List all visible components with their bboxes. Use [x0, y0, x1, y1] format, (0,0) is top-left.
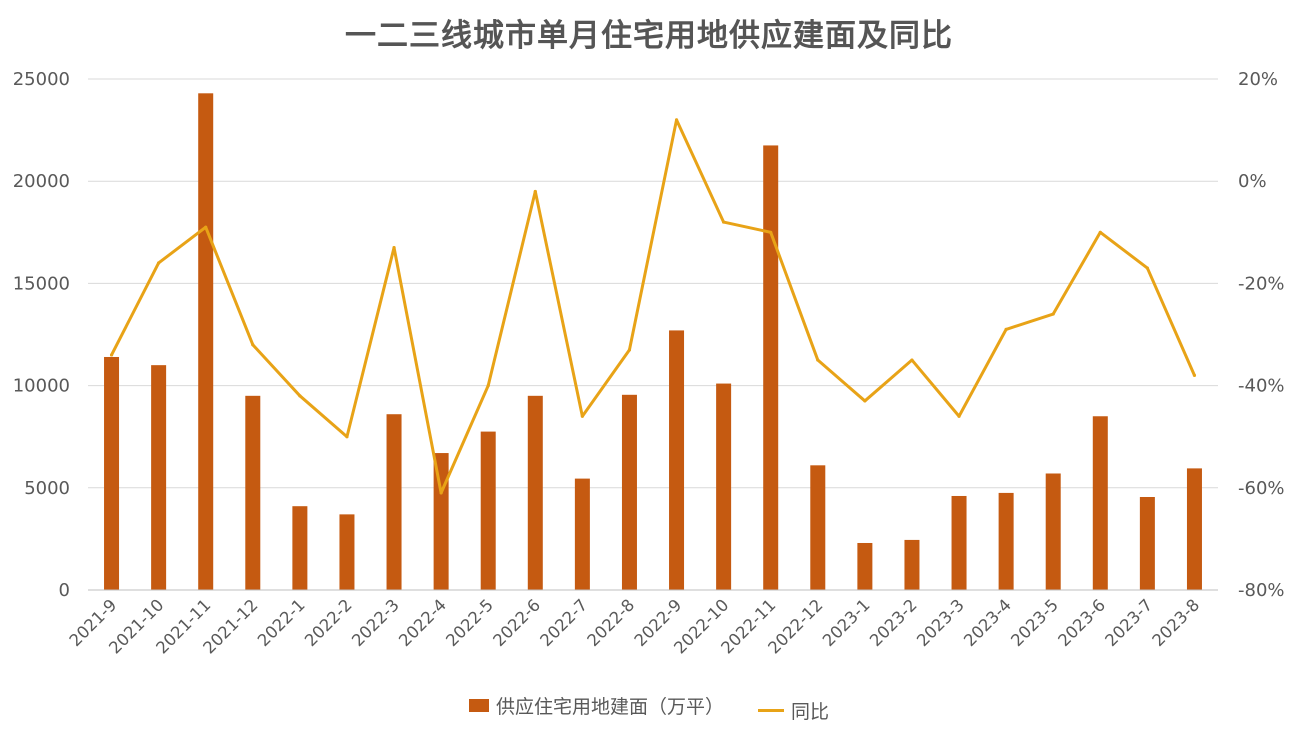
- bar: [151, 365, 167, 590]
- line-point: [1145, 266, 1149, 270]
- x-tick-label: 2023-5: [1007, 595, 1062, 650]
- line-point: [580, 414, 584, 418]
- x-tick-label: 2022-7: [536, 595, 591, 650]
- legend-line-label: 同比: [791, 701, 830, 723]
- bar: [716, 383, 732, 590]
- bar: [574, 478, 590, 590]
- bar: [1186, 468, 1202, 590]
- bar: [245, 395, 261, 590]
- y-right-tick-label: -20%: [1238, 273, 1285, 294]
- bar: [1139, 496, 1155, 590]
- bar: [810, 465, 826, 590]
- bar: [480, 431, 496, 590]
- y-right-tick-label: 20%: [1238, 69, 1278, 90]
- x-tick-label: 2023-6: [1054, 595, 1109, 650]
- x-tick-label: 2023-3: [913, 595, 968, 650]
- legend-item-line: 同比: [758, 697, 829, 724]
- x-tick-label: 2023-8: [1149, 595, 1204, 650]
- legend-bar-swatch: [468, 699, 489, 712]
- line-point: [816, 358, 820, 362]
- yoy-line: [110, 118, 1196, 495]
- x-tick-label: 2022-4: [395, 595, 450, 650]
- legend-line-swatch: [758, 709, 785, 712]
- bar: [904, 539, 920, 590]
- y-right-tick-label: -80%: [1238, 580, 1285, 601]
- bar: [198, 93, 214, 591]
- bar: [104, 356, 120, 590]
- y-right-tick-label: -60%: [1238, 478, 1285, 499]
- line-point: [957, 414, 961, 418]
- line-point: [910, 358, 914, 362]
- y-left-tick-label: 25000: [13, 69, 70, 90]
- x-tick-label: 2022-2: [301, 595, 356, 650]
- x-tick-label: 2023-1: [819, 595, 874, 650]
- line-point: [1098, 230, 1102, 234]
- x-tick-label: 2022-1: [254, 595, 309, 650]
- x-tick-label: 2023-4: [960, 595, 1015, 650]
- bar: [386, 414, 402, 590]
- y-right-tick-label: 0%: [1238, 171, 1267, 192]
- line-point: [251, 343, 255, 347]
- bar: [669, 330, 685, 590]
- line-point: [1192, 373, 1197, 377]
- x-tick-label: 2022-8: [584, 595, 639, 650]
- line-point: [298, 394, 302, 398]
- bar: [951, 495, 967, 590]
- bar: [998, 492, 1014, 590]
- bar-series: [104, 93, 1202, 591]
- bar: [857, 542, 873, 590]
- line-point: [109, 353, 114, 357]
- bar: [527, 395, 543, 590]
- bar: [292, 506, 308, 590]
- line-point: [1051, 312, 1055, 316]
- line-point: [1004, 327, 1008, 331]
- line-point: [345, 435, 349, 439]
- x-tick-label: 2022-3: [348, 595, 403, 650]
- line-point: [157, 261, 161, 265]
- legend-bar-label: 供应住宅用地建面（万平）: [495, 696, 724, 718]
- bar: [621, 394, 637, 590]
- legend-item-bars: 供应住宅用地建面（万平）: [468, 692, 724, 719]
- y-left-tick-label: 10000: [13, 376, 70, 397]
- line-point: [627, 348, 632, 352]
- line-point: [392, 246, 396, 250]
- bar: [1045, 473, 1061, 590]
- y-left-tick-label: 20000: [13, 171, 70, 192]
- line-point: [204, 225, 208, 229]
- line-point: [769, 230, 773, 234]
- line-point: [863, 399, 867, 403]
- line-point: [533, 189, 537, 194]
- x-tick-label: 2022-5: [442, 595, 497, 650]
- y-right-tick-label: -40%: [1238, 376, 1285, 397]
- chart-title: 一二三线城市单月住宅用地供应建面及同比: [345, 18, 953, 54]
- bar: [1092, 416, 1108, 590]
- x-tick-label: 2023-2: [866, 595, 921, 650]
- bar: [763, 145, 779, 590]
- line-point: [722, 220, 726, 224]
- line-series: [109, 118, 1197, 495]
- x-tick-label: 2023-7: [1101, 595, 1156, 650]
- bar: [339, 514, 355, 590]
- line-point: [486, 384, 490, 388]
- y-left-tick-label: 0: [59, 580, 70, 601]
- legend: 供应住宅用地建面（万平） 同比: [0, 692, 1298, 724]
- y-left-tick-label: 5000: [24, 478, 70, 499]
- line-point: [439, 491, 443, 495]
- line-point: [674, 118, 679, 122]
- bar: [433, 453, 449, 590]
- y-left-tick-label: 15000: [13, 273, 70, 294]
- x-tick-label: 2022-6: [489, 595, 544, 650]
